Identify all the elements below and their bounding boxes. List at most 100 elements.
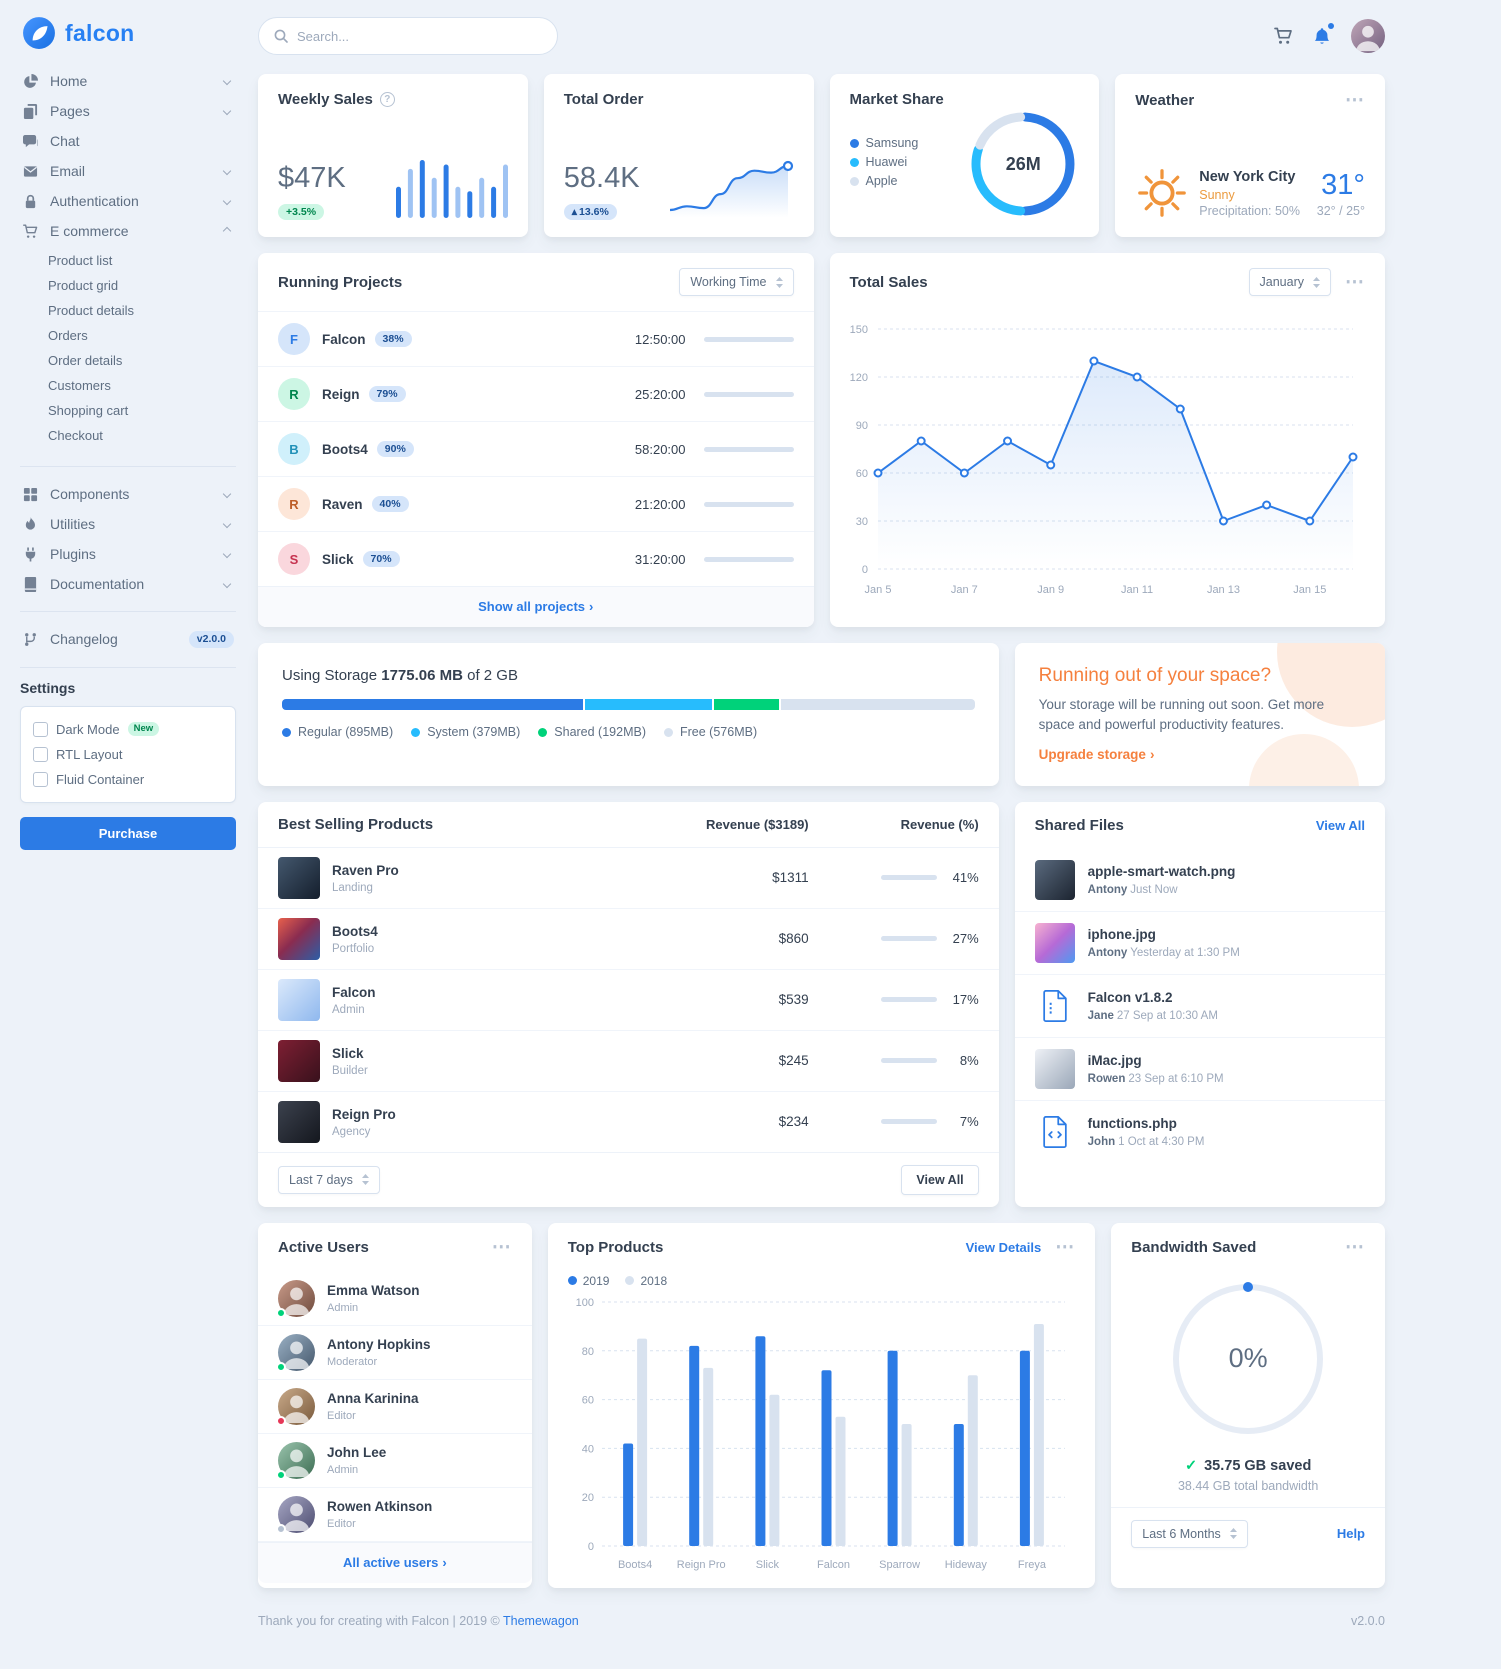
sidebar-item-changelog[interactable]: Changelog v2.0.0 bbox=[20, 624, 236, 655]
chevron-down-icon bbox=[222, 166, 232, 176]
month-select[interactable]: January bbox=[1248, 268, 1331, 296]
help-link[interactable]: Help bbox=[1336, 1526, 1365, 1541]
sidebar-item-authentication[interactable]: Authentication bbox=[20, 186, 236, 216]
sidebar-item-utilities[interactable]: Utilities bbox=[20, 509, 236, 539]
user-name-link[interactable]: Anna Karinina bbox=[327, 1391, 419, 1406]
svg-text:Freya: Freya bbox=[1018, 1559, 1047, 1571]
sidebar-item-checkout[interactable]: Checkout bbox=[48, 428, 103, 443]
sidebar-item-product-grid[interactable]: Product grid bbox=[48, 278, 119, 293]
product-name-link[interactable]: Falcon bbox=[332, 984, 376, 1000]
product-name-link[interactable]: Raven Pro bbox=[332, 862, 399, 878]
project-name-link[interactable]: Raven bbox=[322, 496, 363, 512]
sidebar-item-orders[interactable]: Orders bbox=[48, 328, 88, 343]
search-input[interactable] bbox=[297, 28, 542, 44]
legend-dot bbox=[411, 727, 421, 737]
legend-dot bbox=[625, 1276, 635, 1285]
checkbox-icon[interactable] bbox=[33, 746, 48, 762]
sidebar-item-pages[interactable]: Pages bbox=[20, 96, 236, 126]
project-name-link[interactable]: Boots4 bbox=[322, 441, 368, 457]
user-name-link[interactable]: Emma Watson bbox=[327, 1283, 420, 1298]
file-name-link[interactable]: iMac.jpg bbox=[1087, 1053, 1142, 1068]
notifications-bell-icon[interactable] bbox=[1313, 22, 1334, 46]
working-time-select[interactable]: Working Time bbox=[679, 268, 794, 296]
svg-text:20: 20 bbox=[582, 1492, 594, 1504]
product-revenue: $860 bbox=[778, 931, 809, 946]
product-category: Admin bbox=[332, 1003, 365, 1016]
file-name-link[interactable]: apple-smart-watch.png bbox=[1087, 864, 1236, 879]
product-thumbnail bbox=[278, 856, 320, 899]
file-name-link[interactable]: Falcon v1.8.2 bbox=[1087, 990, 1173, 1005]
weather-card: Weather ⋯ New York City Sunny Precipitat… bbox=[1115, 74, 1385, 237]
dots-menu-icon[interactable]: ⋯ bbox=[1345, 90, 1365, 111]
months-select[interactable]: Last 6 Months bbox=[1131, 1519, 1248, 1548]
sidebar-item-plugins[interactable]: Plugins bbox=[20, 539, 236, 569]
help-icon[interactable]: ? bbox=[379, 92, 395, 107]
version-badge: v2.0.0 bbox=[188, 631, 234, 648]
user-name-link[interactable]: Antony Hopkins bbox=[327, 1337, 431, 1352]
sidebar-item-components[interactable]: Components bbox=[20, 479, 236, 509]
fluid-container-toggle[interactable]: Fluid Container bbox=[33, 767, 223, 792]
select-value: Last 7 days bbox=[289, 1172, 353, 1187]
project-name-link[interactable]: Falcon bbox=[322, 331, 366, 347]
sidebar-item-product-details[interactable]: Product details bbox=[48, 303, 134, 318]
product-name-link[interactable]: Reign Pro bbox=[332, 1106, 396, 1122]
project-name-link[interactable]: Reign bbox=[322, 386, 360, 402]
file-name-link[interactable]: functions.php bbox=[1087, 1116, 1177, 1131]
dots-menu-icon[interactable]: ⋯ bbox=[491, 1236, 512, 1258]
file-name-link[interactable]: iphone.jpg bbox=[1087, 927, 1156, 942]
all-active-users-link[interactable]: All active users › bbox=[343, 1554, 447, 1570]
svg-text:Jan 7: Jan 7 bbox=[950, 584, 977, 596]
chevron-right-icon: › bbox=[589, 599, 594, 614]
sidebar-item-documentation[interactable]: Documentation bbox=[20, 569, 236, 599]
sidebar-item-product-list[interactable]: Product list bbox=[48, 253, 113, 268]
search-box[interactable] bbox=[258, 17, 558, 55]
dots-menu-icon[interactable]: ⋯ bbox=[1345, 271, 1365, 293]
user-avatar bbox=[276, 1441, 315, 1480]
cart-icon[interactable] bbox=[1274, 27, 1293, 45]
stats-row: Weekly Sales ? $47K +3.5% Total Order bbox=[258, 74, 1385, 237]
project-list: F Falcon 38% 12:50:00 R Reign 79% 25:20:00… bbox=[258, 311, 814, 586]
checkbox-icon[interactable] bbox=[33, 771, 48, 787]
time-range-select[interactable]: Last 7 days bbox=[278, 1165, 380, 1194]
dark-mode-toggle[interactable]: Dark Mode New bbox=[33, 717, 223, 742]
decorative-blob bbox=[1249, 733, 1359, 786]
product-revenue-pct: 27% bbox=[952, 931, 979, 946]
user-role: Moderator bbox=[327, 1356, 378, 1368]
view-details-link[interactable]: View Details bbox=[965, 1239, 1042, 1255]
sidebar-item-email[interactable]: Email bbox=[20, 156, 236, 186]
view-all-files-link[interactable]: View All bbox=[1315, 817, 1365, 833]
user-name-link[interactable]: Rowen Atkinson bbox=[327, 1499, 433, 1514]
rtl-layout-toggle[interactable]: RTL Layout bbox=[33, 742, 223, 767]
show-all-projects-link[interactable]: Show all projects › bbox=[478, 599, 594, 614]
revenue-progress-bar bbox=[880, 936, 937, 941]
best-selling-footer: Last 7 days View All bbox=[258, 1151, 999, 1207]
sidebar-item-ecommerce[interactable]: E commerce bbox=[20, 216, 236, 246]
dots-menu-icon[interactable]: ⋯ bbox=[1055, 1236, 1076, 1258]
sidebar-item-order-details[interactable]: Order details bbox=[48, 353, 123, 368]
brand-logo[interactable]: falcon bbox=[22, 16, 236, 50]
project-name-link[interactable]: Slick bbox=[322, 551, 354, 567]
dots-menu-icon[interactable]: ⋯ bbox=[1345, 1236, 1365, 1258]
themewagon-link[interactable]: Themewagon bbox=[503, 1613, 579, 1628]
storage-used: 1775.06 MB bbox=[381, 667, 463, 684]
user-name-link[interactable]: John Lee bbox=[327, 1445, 387, 1460]
product-name-link[interactable]: Boots4 bbox=[332, 923, 378, 939]
falcon-logo-icon bbox=[22, 16, 56, 50]
sidebar-item-shopping-cart[interactable]: Shopping cart bbox=[48, 403, 129, 418]
file-meta: Antony Yesterday at 1:30 PM bbox=[1087, 947, 1240, 959]
sidebar-item-chat[interactable]: Chat bbox=[20, 126, 236, 156]
purchase-button[interactable]: Purchase bbox=[20, 816, 236, 850]
legend-label: Apple bbox=[865, 174, 898, 188]
product-revenue-pct: 8% bbox=[959, 1053, 979, 1068]
user-avatar[interactable] bbox=[1351, 19, 1385, 53]
view-all-button[interactable]: View All bbox=[901, 1164, 979, 1195]
divider bbox=[20, 611, 236, 612]
sidebar-item-home[interactable]: Home bbox=[20, 66, 236, 96]
product-name-link[interactable]: Slick bbox=[332, 1045, 364, 1061]
shared-files-card: Shared Files View All apple-smart-watch.… bbox=[1014, 801, 1385, 1207]
weather-temp: 31° bbox=[1321, 168, 1365, 201]
upgrade-storage-link[interactable]: Upgrade storage › bbox=[1038, 746, 1155, 762]
total-order-value: 58.4K bbox=[563, 161, 640, 194]
sidebar-item-customers[interactable]: Customers bbox=[48, 378, 111, 393]
checkbox-icon[interactable] bbox=[33, 721, 48, 737]
